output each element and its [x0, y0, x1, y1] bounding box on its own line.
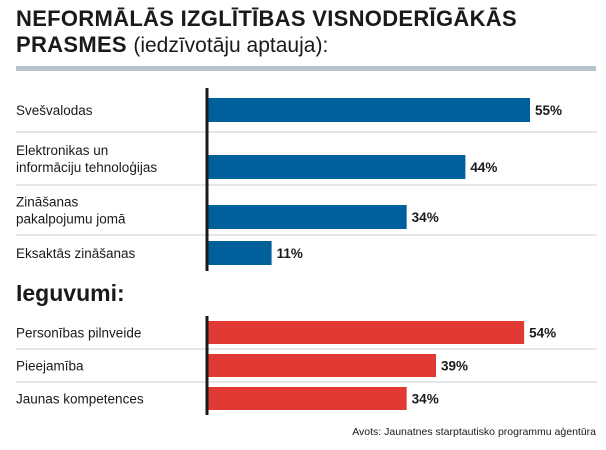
category-label-line: Personības pilnveide [16, 326, 141, 341]
chart-title-line1: NEFORMĀLĀS IZGLĪTĪBAS VISNODERĪGĀKĀS [16, 6, 517, 31]
value-label-benefits-0: 54% [529, 326, 556, 341]
category-label-line: Jaunas kompetences [16, 392, 144, 407]
bar-benefits-1 [207, 354, 437, 377]
category-label-skills-1: Elektronikas un informāciju tehnoloģijas [16, 143, 157, 175]
category-label-line: Elektronikas un [16, 143, 108, 158]
category-label-line: Zināšanas [16, 195, 79, 210]
bar-skills-3 [207, 241, 272, 265]
category-label-line: Svešvalodas [16, 103, 93, 118]
category-label-line: informāciju tehnoloģijas [16, 160, 157, 175]
category-label-line: Eksaktās zināšanas [16, 246, 136, 261]
value-label-skills-1: 44% [470, 160, 497, 175]
source-note: Avots: Jaunatnes starptautisko programmu… [352, 426, 596, 438]
category-label-benefits-1: Pieejamība [16, 359, 84, 374]
value-label-skills-2: 34% [412, 210, 439, 225]
bar-skills-2 [207, 205, 407, 229]
category-label-line: Pieejamība [16, 359, 84, 374]
chart-title: NEFORMĀLĀS IZGLĪTĪBAS VISNODERĪGĀKĀS PRA… [16, 6, 596, 59]
category-label-skills-0: Svešvalodas [16, 103, 93, 118]
bar-benefits-2 [207, 387, 407, 410]
chart-title-line2: PRASMES (iedzīvotāju aptauja): [16, 32, 596, 59]
bar-benefits-0 [207, 321, 525, 344]
value-label-benefits-1: 39% [441, 359, 468, 374]
section-heading-ieguvumi: Ieguvumi: [16, 280, 125, 306]
category-label-benefits-2: Jaunas kompetences [16, 392, 144, 407]
bar-skills-1 [207, 155, 466, 179]
bar-skills-0 [207, 98, 530, 122]
value-label-skills-0: 55% [535, 103, 562, 118]
category-label-skills-2: Zināšanas pakalpojumu jomā [16, 195, 126, 227]
category-label-skills-3: Eksaktās zināšanas [16, 246, 136, 261]
title-divider [16, 66, 596, 71]
chart-subtitle: (iedzīvotāju aptauja): [133, 34, 329, 57]
category-label-benefits-0: Personības pilnveide [16, 326, 141, 341]
chart-title-main: PRASMES [16, 32, 127, 57]
value-label-skills-3: 11% [277, 246, 303, 261]
value-label-benefits-2: 34% [412, 392, 439, 407]
category-label-line: pakalpojumu jomā [16, 212, 126, 227]
